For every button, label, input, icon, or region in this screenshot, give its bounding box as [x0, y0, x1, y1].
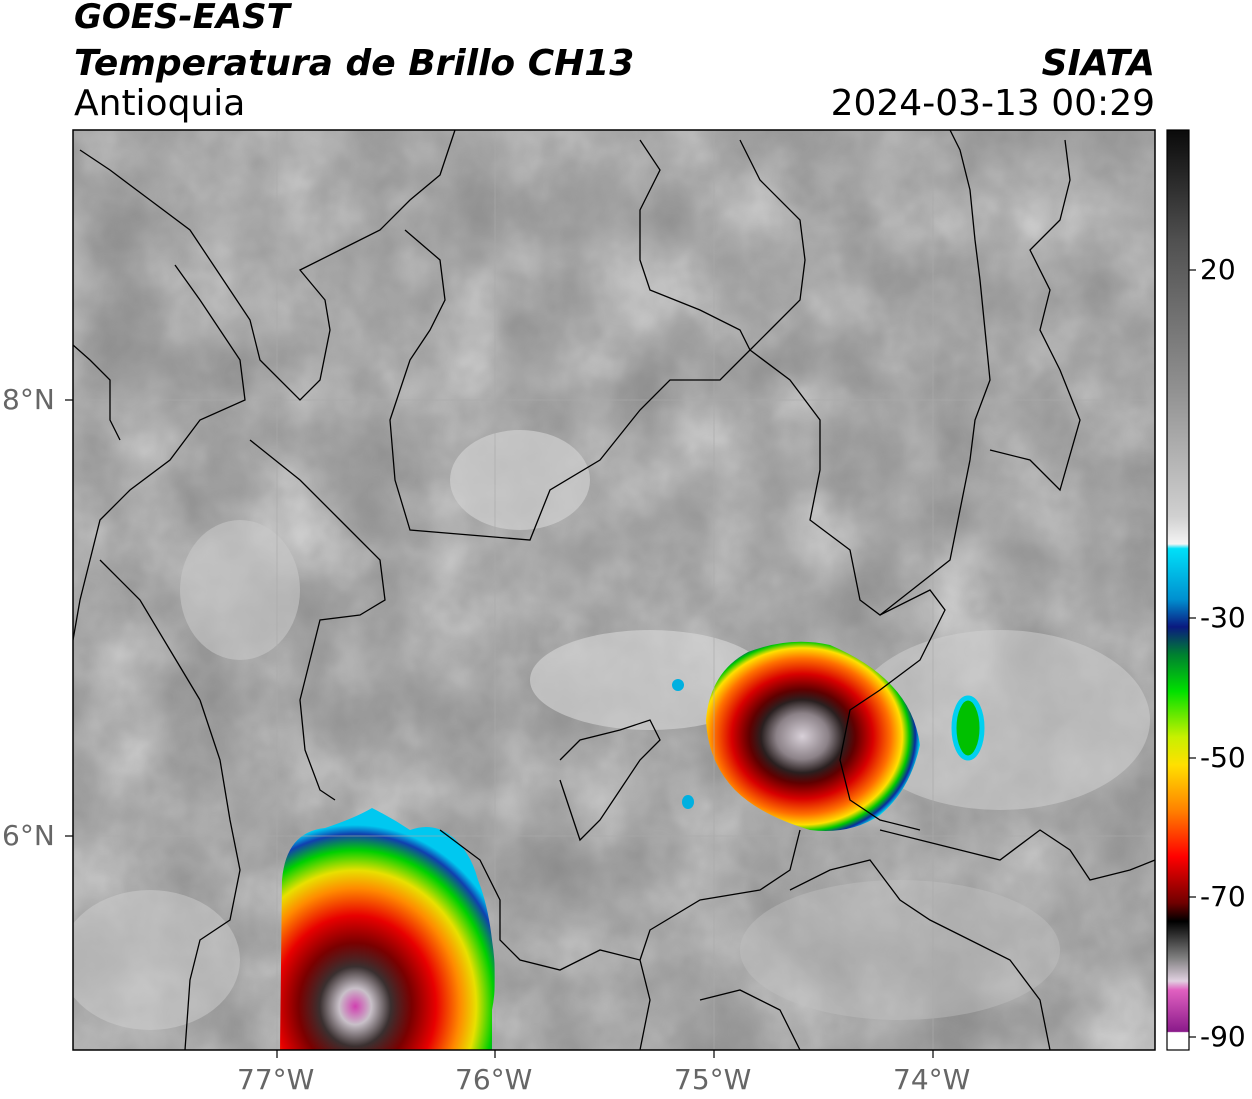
colorbar-label-minus50: -50 [1200, 741, 1246, 774]
colorbar-label-minus30: -30 [1200, 601, 1246, 634]
lat-tick-6n: 6°N [2, 819, 55, 852]
lon-tick-77w: 77°W [237, 1063, 315, 1096]
cloud-patch [850, 630, 1150, 810]
agency-label: SIATA [1041, 43, 1155, 84]
convective-storm-center[interactable] [706, 641, 920, 831]
map-frame [72, 129, 1156, 1051]
small-cloud-cell [951, 695, 985, 761]
lon-tick-76w: 76°W [455, 1063, 533, 1096]
product-title: Temperatura de Brillo CH13 [74, 43, 635, 84]
graticule [73, 130, 1155, 1050]
colorbar-label-20: 20 [1200, 253, 1236, 286]
borders-coastlines [73, 130, 1155, 1050]
colorbar [1166, 129, 1190, 1051]
lat-tick-8n: 8°N [2, 383, 55, 416]
map-ticks [65, 399, 934, 1058]
colorbar-ticks [1189, 269, 1196, 1038]
lon-tick-74w: 74°W [893, 1063, 971, 1096]
colorbar-label-minus70: -70 [1200, 880, 1246, 913]
small-cloud-cell [672, 679, 684, 691]
cloud-patch [180, 520, 300, 660]
region-subtitle: Antioquia [74, 83, 246, 124]
timestamp-label: 2024-03-13 00:29 [830, 83, 1155, 124]
lon-tick-75w: 75°W [674, 1063, 752, 1096]
satellite-title: GOES-EAST [74, 0, 290, 37]
colorbar-label-minus90: -90 [1200, 1020, 1246, 1053]
cloud-patch [450, 430, 590, 530]
cloud-patch [73, 890, 240, 1030]
small-cloud-cell [682, 795, 694, 809]
convective-storm-southwest[interactable] [280, 808, 495, 1050]
cloud-patch [740, 880, 1060, 1020]
